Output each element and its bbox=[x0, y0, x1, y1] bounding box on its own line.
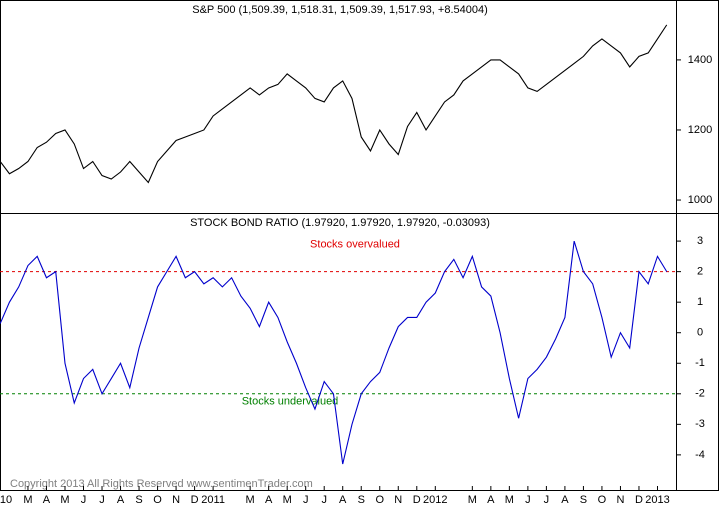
data-line bbox=[0, 240, 668, 465]
x-tick-label: M bbox=[246, 494, 255, 506]
y-tick-label: 0 bbox=[697, 327, 703, 339]
x-tick-label: M bbox=[23, 494, 32, 506]
copyright: Copyright 2013 All Rights Reserved www.s… bbox=[10, 478, 313, 490]
x-tick-label: A bbox=[487, 494, 495, 506]
x-tick-label: O bbox=[153, 494, 162, 506]
x-tick-label: J bbox=[303, 494, 309, 506]
x-tick-label: J bbox=[525, 494, 531, 506]
data-line bbox=[0, 24, 668, 184]
x-tick-label: 2012 bbox=[423, 494, 447, 506]
annotation: Stocks overvalued bbox=[310, 239, 400, 251]
x-tick-label: N bbox=[616, 494, 624, 506]
annotation: Stocks undervalued bbox=[242, 396, 339, 408]
x-tick-label: 10 bbox=[0, 494, 12, 506]
x-tick-label: N bbox=[394, 494, 402, 506]
panel-title: S&P 500 (1,509.39, 1,518.31, 1,509.39, 1… bbox=[192, 4, 488, 16]
x-tick-label: S bbox=[580, 494, 587, 506]
x-tick-label: A bbox=[265, 494, 273, 506]
x-tick-label: O bbox=[375, 494, 384, 506]
x-tick-label: S bbox=[358, 494, 365, 506]
x-tick-label: S bbox=[135, 494, 142, 506]
y-tick-label: 1000 bbox=[688, 194, 712, 206]
y-tick-label: 1200 bbox=[688, 124, 712, 136]
y-tick-label: -4 bbox=[695, 449, 705, 461]
y-tick-label: -3 bbox=[695, 418, 705, 430]
x-tick-label: A bbox=[339, 494, 347, 506]
y-tick-label: -2 bbox=[695, 388, 705, 400]
x-tick-label: M bbox=[283, 494, 292, 506]
x-tick-label: A bbox=[117, 494, 125, 506]
x-tick-label: J bbox=[99, 494, 105, 506]
x-tick-label: M bbox=[60, 494, 69, 506]
x-tick-label: D bbox=[191, 494, 199, 506]
x-tick-label: D bbox=[413, 494, 421, 506]
y-tick-label: 1 bbox=[697, 296, 703, 308]
x-tick-label: A bbox=[561, 494, 569, 506]
x-tick-label: J bbox=[81, 494, 87, 506]
x-tick-label: M bbox=[505, 494, 514, 506]
x-tick-label: 2013 bbox=[645, 494, 669, 506]
y-tick-label: 2 bbox=[697, 266, 703, 278]
x-tick-label: N bbox=[172, 494, 180, 506]
y-tick-label: -1 bbox=[695, 357, 705, 369]
x-tick-label: J bbox=[544, 494, 550, 506]
x-tick-label: O bbox=[598, 494, 607, 506]
x-tick-label: M bbox=[468, 494, 477, 506]
y-tick-label: 1400 bbox=[688, 54, 712, 66]
x-tick-label: D bbox=[635, 494, 643, 506]
x-tick-label: A bbox=[43, 494, 51, 506]
panel-title: STOCK BOND RATIO (1.97920, 1.97920, 1.97… bbox=[190, 217, 490, 229]
x-tick-label: J bbox=[321, 494, 327, 506]
y-tick-label: 3 bbox=[697, 235, 703, 247]
x-tick-label: 2011 bbox=[201, 494, 225, 506]
